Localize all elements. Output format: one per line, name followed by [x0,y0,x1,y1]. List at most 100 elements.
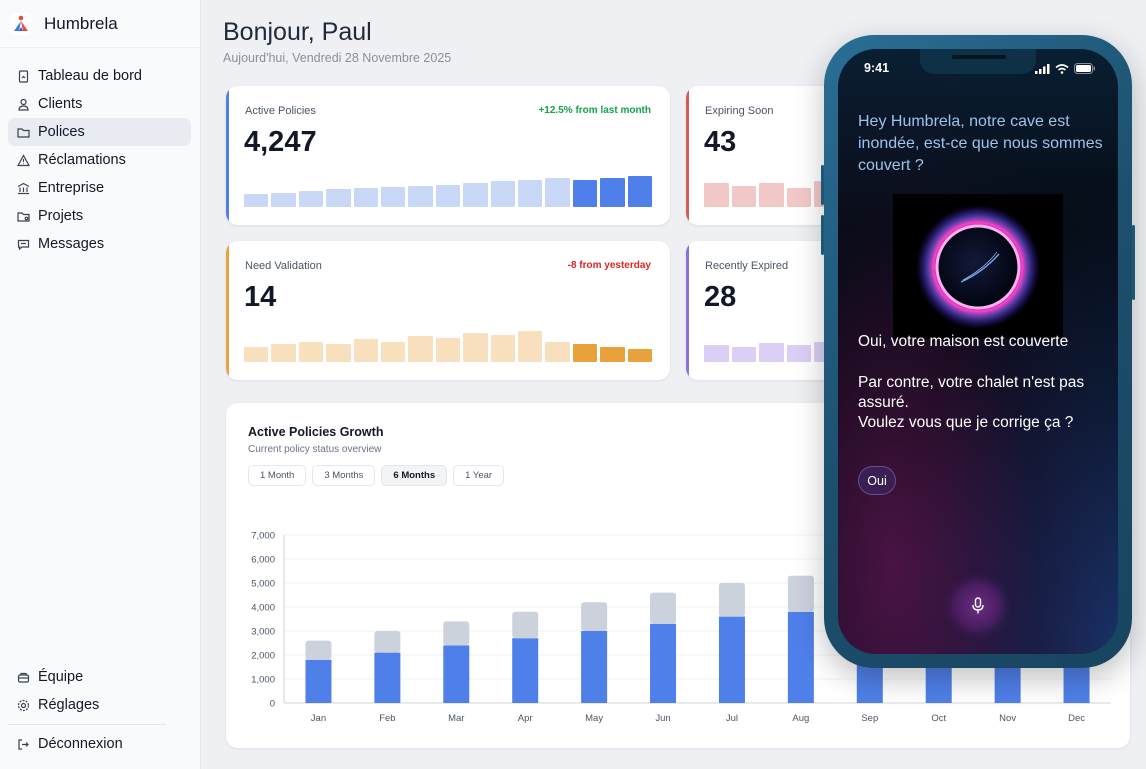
logout-icon [18,738,29,750]
assistant-answer-2: Par contre, votre chalet n'est pas assur… [858,374,1085,431]
stat-card[interactable]: Active Policies +12.5% from last month 4… [226,86,670,225]
microphone-button[interactable] [955,583,1001,629]
bar-segment [374,652,401,703]
sidebar-item-label: Réglages [38,697,100,713]
mini-bar [731,186,757,207]
folder-tree-icon [17,211,30,222]
signal-icon [1035,63,1050,74]
sidebar-item-5[interactable]: Projets [8,202,191,230]
sidebar-item-label: Polices [38,124,85,140]
card-delta: +12.5% from last month [538,105,651,116]
mini-bar [572,180,598,207]
card-accent [686,241,689,380]
reply-yes-button[interactable]: Oui [858,466,896,495]
mini-bar-chart [244,328,653,362]
tab-period[interactable]: 6 Months [381,465,448,486]
sidebar: Humbrela Tableau de bord Clients Polices Ré… [0,0,201,769]
bar-segment [650,623,677,703]
tab-period[interactable]: 1 Month [248,465,307,486]
message-icon [17,239,30,250]
mini-bar [326,344,351,362]
sidebar-item-0[interactable]: Tableau de bord [8,62,191,90]
mini-bar [353,339,379,362]
sidebar-item-3[interactable]: Réclamations [8,146,191,174]
bar-segment [374,631,401,653]
page-title: Bonjour, Paul [223,18,372,46]
logout-button[interactable]: Déconnexion [8,730,191,758]
card-accent [226,241,229,380]
period-tabs: 1 Month 3 Months 6 Months 1 Year [248,465,505,486]
mini-bar [298,342,324,362]
y-tick-label: 7,000 [251,531,275,542]
mini-bar-chart [704,173,839,207]
phone-notch [920,49,1036,74]
mini-bar [759,183,784,207]
card-accent [226,86,229,225]
team-icon [17,672,30,683]
sidebar-divider [8,724,166,725]
bar-segment [512,638,539,703]
mini-bar [545,178,570,207]
brand-name: Humbrela [44,13,118,33]
sidebar-item-label: Messages [38,236,105,252]
bar-segment [787,575,814,612]
card-title: Need Validation [245,260,322,272]
phone-screen: 9:41 Hey Humbrela, notre cave est inondé… [838,49,1118,654]
card-value: 14 [244,281,277,313]
card-title: Active Policies [245,105,316,117]
mini-bar [353,188,379,207]
mini-bar [627,349,653,362]
phone-mockup: 9:41 Hey Humbrela, notre cave est inondé… [821,35,1135,668]
sidebar-bottom-item-1[interactable]: Réglages [8,691,191,719]
x-tick-label: Feb [379,713,395,724]
logo-icon [10,12,32,35]
bar-segment [787,611,814,703]
sidebar-item-2[interactable]: Polices [8,118,191,146]
tab-period[interactable]: 1 Year [453,465,505,486]
mini-bar [600,347,625,362]
brand[interactable]: Humbrela [0,0,200,48]
mini-bar [271,344,296,362]
stat-card[interactable]: Need Validation -8 from yesterday 14 [226,241,670,380]
status-icons [1035,63,1096,74]
y-tick-label: 0 [270,699,275,710]
chart-subtitle: Current policy status overview [248,444,382,455]
y-tick-label: 4,000 [251,603,275,614]
mini-bar [381,187,406,207]
mini-bar [518,331,543,362]
x-tick-label: Nov [999,713,1016,724]
date-subtitle: Aujourd'hui, Vendredi 28 Novembre 2025 [223,51,452,65]
sidebar-item-6[interactable]: Messages [8,230,191,258]
stat-card[interactable]: Recently Expired 28 [686,241,846,380]
phone-side-button [821,165,824,205]
mini-bar [244,347,269,362]
assistant-answer-1: Oui, votre maison est couverte [858,333,1069,350]
y-tick-label: 1,000 [251,675,275,686]
bar-segment [581,602,608,631]
sidebar-item-4[interactable]: Entreprise [8,174,191,202]
mini-bar [545,342,570,362]
bar-segment [718,616,745,703]
warning-icon [17,153,30,166]
tab-period[interactable]: 3 Months [312,465,376,486]
battery-icon [1074,63,1095,74]
bar-segment [650,592,677,624]
user-icon [18,98,29,111]
card-accent [686,86,689,225]
sidebar-item-1[interactable]: Clients [8,90,191,118]
building-icon [17,182,30,194]
sidebar-item-label: Équipe [38,669,84,685]
x-tick-label: Jan [311,713,326,724]
bar-segment [443,621,470,646]
mini-bar [435,185,461,207]
card-delta: -8 from yesterday [567,260,651,271]
sidebar-bottom-item-0[interactable]: Équipe [8,663,191,691]
microphone-icon [972,597,984,614]
sidebar-item-label: Réclamations [38,152,126,168]
assistant-question: Hey Humbrela, notre cave est inondée, es… [858,113,1103,174]
logout-label: Déconnexion [38,736,123,752]
mini-bar [731,347,757,362]
status-time: 9:41 [864,61,890,75]
x-tick-label: Mar [448,713,464,724]
stat-card[interactable]: Expiring Soon 43 [686,86,846,225]
